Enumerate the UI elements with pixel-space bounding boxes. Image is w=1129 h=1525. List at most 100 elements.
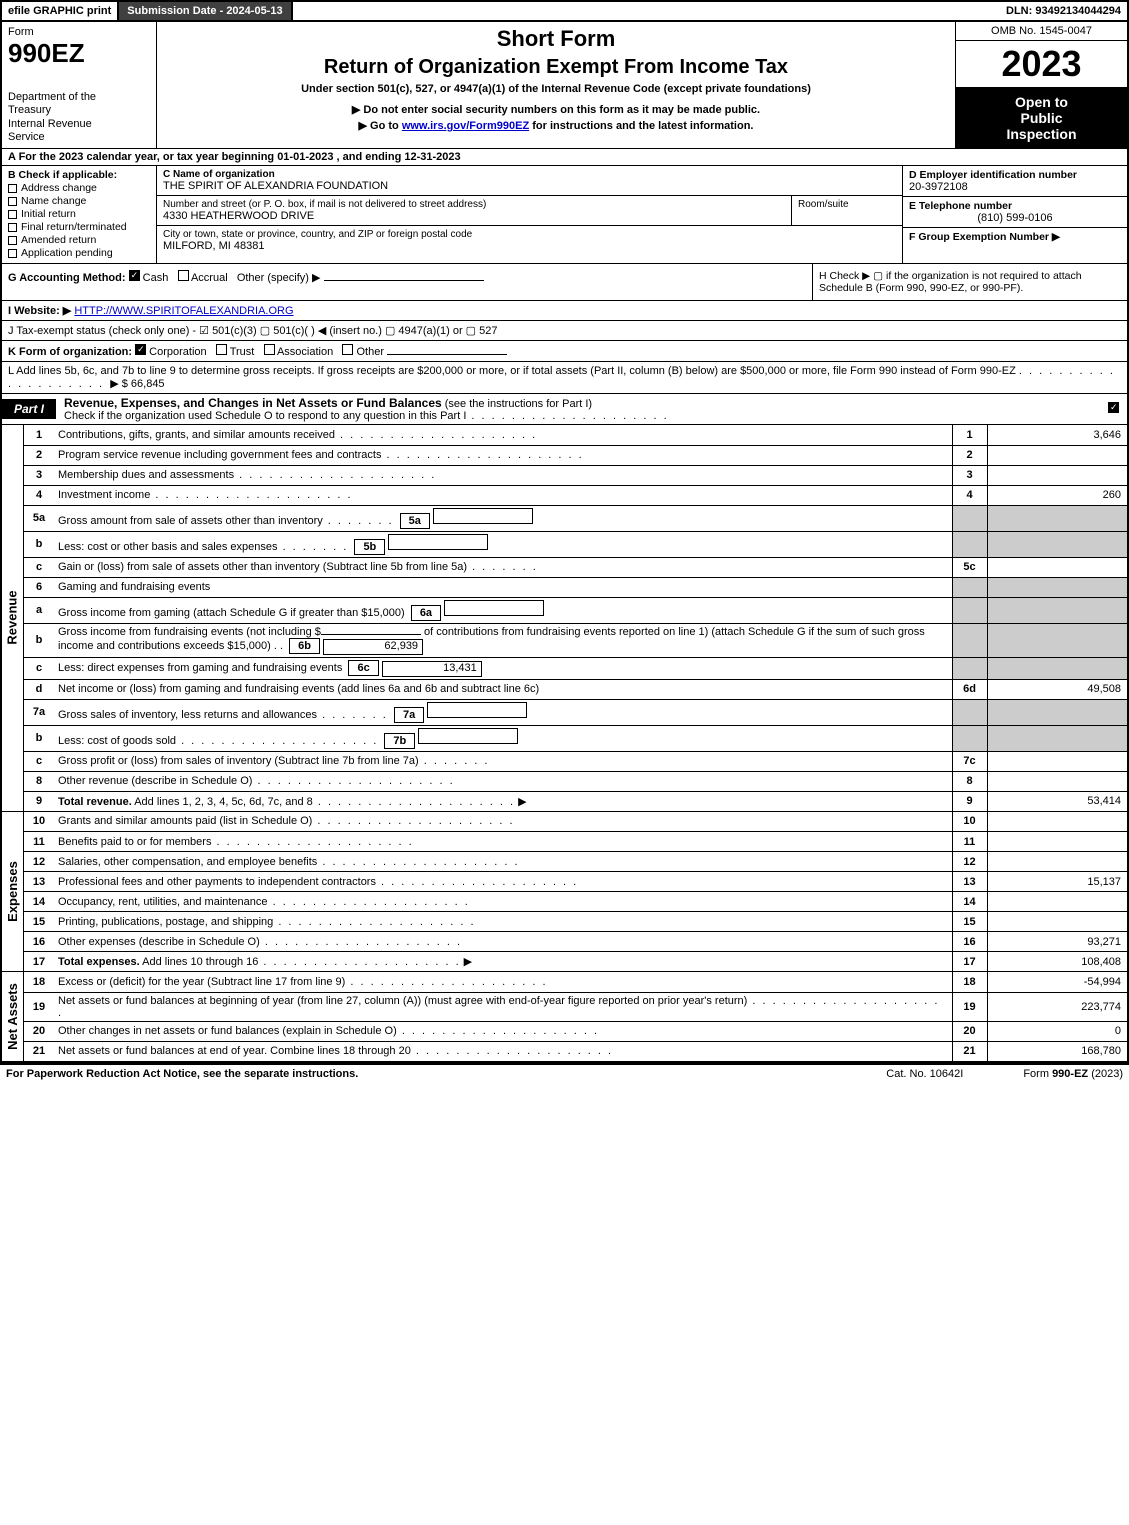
irs-link[interactable]: www.irs.gov/Form990EZ — [402, 120, 529, 132]
line14-val — [987, 892, 1127, 912]
section-bcdef: B Check if applicable: Address change Na… — [2, 166, 1127, 264]
line15-val — [987, 912, 1127, 932]
return-title: Return of Organization Exempt From Incom… — [165, 56, 947, 79]
header-left: Form 990EZ Department of theTreasuryInte… — [2, 22, 157, 148]
col-c-org: C Name of organization THE SPIRIT OF ALE… — [157, 166, 902, 263]
chk-address-change[interactable] — [8, 184, 17, 193]
k-label: K Form of organization: — [8, 346, 135, 358]
line3-desc: Membership dues and assessments — [58, 469, 234, 481]
l-arrow: ▶ $ — [110, 378, 128, 390]
line20-desc: Other changes in net assets or fund bala… — [58, 1025, 397, 1037]
line8-desc: Other revenue (describe in Schedule O) — [58, 775, 252, 787]
lbl-amended: Amended return — [21, 234, 96, 246]
side-expenses: Expenses — [2, 812, 24, 973]
line6c-desc: Less: direct expenses from gaming and fu… — [58, 662, 342, 674]
line16-val: 93,271 — [987, 932, 1127, 952]
l-text: L Add lines 5b, 6c, and 7b to line 9 to … — [8, 365, 1016, 377]
line12-val — [987, 852, 1127, 872]
chk-name-change[interactable] — [8, 197, 17, 206]
line13-desc: Professional fees and other payments to … — [58, 876, 376, 888]
header-right: OMB No. 1545-0047 2023 Open toPublicInsp… — [955, 22, 1127, 148]
lbl-accrual: Accrual — [191, 272, 228, 284]
expenses-section: Expenses 10Grants and similar amounts pa… — [2, 812, 1127, 973]
part1-tag: Part I — [2, 399, 56, 419]
chk-accrual[interactable] — [178, 270, 189, 281]
lbl-trust: Trust — [230, 346, 255, 358]
netassets-table: 18Excess or (deficit) for the year (Subt… — [24, 972, 1127, 1062]
line6b-subval: 62,939 — [323, 639, 423, 655]
i-website-row: I Website: ▶ HTTP://WWW.SPIRITOFALEXANDR… — [2, 301, 1127, 321]
chk-cash[interactable] — [129, 270, 140, 281]
chk-trust[interactable] — [216, 344, 227, 355]
line5b-desc: Less: cost or other basis and sales expe… — [58, 541, 278, 553]
col-b-checks: B Check if applicable: Address change Na… — [2, 166, 157, 263]
line6c-sub: 6c — [348, 660, 378, 676]
line15-desc: Printing, publications, postage, and shi… — [58, 916, 273, 928]
line6-desc: Gaming and fundraising events — [54, 577, 952, 597]
instr-goto-post: for instructions and the latest informat… — [529, 120, 753, 132]
lbl-initial-return: Initial return — [21, 208, 76, 220]
l-gross-receipts: L Add lines 5b, 6c, and 7b to line 9 to … — [2, 362, 1127, 394]
chk-final-return[interactable] — [8, 223, 17, 232]
line20-val: 0 — [987, 1021, 1127, 1041]
lbl-other-specify: Other (specify) ▶ — [237, 272, 321, 284]
open-to-public: Open toPublicInspection — [956, 88, 1127, 148]
instr-goto-pre: ▶ Go to — [359, 120, 402, 132]
line6b-desc1: Gross income from fundraising events (no… — [58, 626, 321, 638]
line7b-desc: Less: cost of goods sold — [58, 735, 176, 747]
lbl-association: Association — [277, 346, 333, 358]
form-header: Form 990EZ Department of theTreasuryInte… — [2, 22, 1127, 149]
line12-desc: Salaries, other compensation, and employ… — [58, 856, 317, 868]
short-form-title: Short Form — [165, 26, 947, 52]
line11-desc: Benefits paid to or for members — [58, 836, 211, 848]
col-def: D Employer identification number 20-3972… — [902, 166, 1127, 263]
part1-title: Revenue, Expenses, and Changes in Net As… — [56, 394, 1108, 424]
chk-schedule-o[interactable] — [1108, 402, 1119, 413]
form-word: Form — [8, 26, 150, 38]
c-street-label: Number and street (or P. O. box, if mail… — [163, 199, 785, 210]
lbl-other-org: Other — [356, 346, 384, 358]
under-section: Under section 501(c), 527, or 4947(a)(1)… — [165, 83, 947, 95]
c-street-value: 4330 HEATHERWOOD DRIVE — [163, 210, 785, 222]
c-city-value: MILFORD, MI 48381 — [163, 240, 896, 252]
chk-application-pending[interactable] — [8, 249, 17, 258]
chk-amended[interactable] — [8, 236, 17, 245]
line3-val — [987, 465, 1127, 485]
line6a-sub: 6a — [411, 605, 441, 621]
other-specify-line — [324, 280, 484, 281]
line6c-subval: 13,431 — [382, 661, 482, 677]
website-link[interactable]: HTTP://WWW.SPIRITOFALEXANDRIA.ORG — [74, 305, 293, 317]
revenue-section: Revenue 1Contributions, gifts, grants, a… — [2, 425, 1127, 812]
line10-val — [987, 812, 1127, 832]
b-header: B Check if applicable: — [8, 169, 150, 181]
line6d-val: 49,508 — [987, 679, 1127, 699]
c-city-label: City or town, state or province, country… — [163, 229, 896, 240]
chk-other-org[interactable] — [342, 344, 353, 355]
line10-desc: Grants and similar amounts paid (list in… — [58, 815, 312, 827]
lbl-cash: Cash — [143, 272, 169, 284]
chk-initial-return[interactable] — [8, 210, 17, 219]
line6a-desc: Gross income from gaming (attach Schedul… — [58, 607, 405, 619]
line2-val — [987, 445, 1127, 465]
l-value: 66,845 — [131, 378, 165, 390]
g-label: G Accounting Method: — [8, 272, 129, 284]
chk-corporation[interactable] — [135, 344, 146, 355]
efile-print[interactable]: efile GRAPHIC print — [2, 3, 117, 19]
footer-catno: Cat. No. 10642I — [886, 1068, 963, 1080]
line8-val — [987, 771, 1127, 791]
part1-dots — [466, 410, 668, 422]
d-ein-value: 20-3972108 — [909, 181, 1121, 193]
line17-val: 108,408 — [987, 952, 1127, 972]
line4-val: 260 — [987, 485, 1127, 505]
side-netassets: Net Assets — [2, 972, 24, 1062]
line1-val: 3,646 — [987, 425, 1127, 445]
h-schedule-b: H Check ▶ ▢ if the organization is not r… — [812, 264, 1127, 300]
instr-goto: ▶ Go to www.irs.gov/Form990EZ for instru… — [165, 119, 947, 132]
other-org-line — [387, 354, 507, 355]
line13-val: 15,137 — [987, 872, 1127, 892]
line5b-sub: 5b — [354, 539, 385, 555]
chk-association[interactable] — [264, 344, 275, 355]
form-number: 990EZ — [8, 38, 150, 69]
c-room-label: Room/suite — [792, 196, 902, 225]
tax-year: 2023 — [956, 41, 1127, 88]
